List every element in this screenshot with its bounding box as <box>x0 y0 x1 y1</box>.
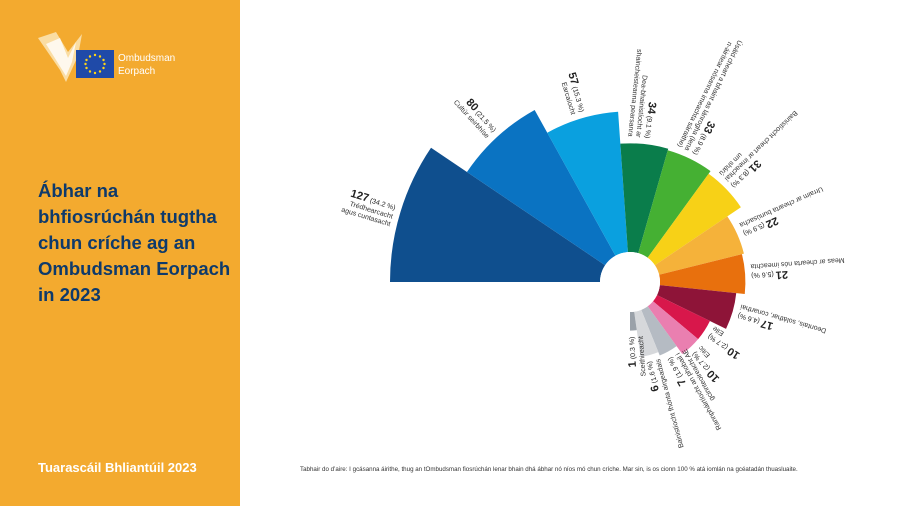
slice-value: 34 (9.1 %) <box>642 101 658 139</box>
slice-label-2: 80 (21.5 %)Cultúr seirbhíse <box>452 97 497 141</box>
slice-label-8: 21 (5.6 %)Meas ar chearta nós imeachta <box>750 256 845 283</box>
slice-label-6: 31 (8.3 %)Bainistíocht cheart ar imeacht… <box>717 109 798 189</box>
slice-category: Urraim ar chearta bunúsacha <box>738 185 824 228</box>
slice-category: Bainistíocht cheart ar imeachtaí <box>723 109 798 182</box>
slice-5 <box>638 150 711 258</box>
report-label: Tuarascáil Bhliantúil 2023 <box>38 460 197 475</box>
center-hole <box>600 252 660 312</box>
slice-category: Úsáid cheart a bhaint as lánrogha (lena <box>683 39 745 153</box>
slice-11 <box>647 301 699 354</box>
slice-7 <box>654 216 744 275</box>
slice-12 <box>641 306 677 356</box>
slice-9 <box>656 285 737 329</box>
slice-category: Sceithireacht <box>638 336 648 377</box>
slice-14 <box>630 311 637 331</box>
slice-label-5: 33 (8.9 %)Úsáid cheart a bhaint as lánro… <box>676 39 745 156</box>
slice-value: 21 (5.6 %) <box>751 268 789 283</box>
footnote: Tabhair do d’aire: I gcásanna áirithe, t… <box>300 466 798 473</box>
slice-label-4: 34 (9.1 %)Dea-bhainistíocht arshaincheis… <box>626 49 658 139</box>
page-title: Ábhar na bhfiosrúchán tugtha chun críche… <box>38 180 231 305</box>
slice-10 <box>652 295 710 340</box>
slice-value: 1 (0.3 %) <box>625 336 639 367</box>
slice-8 <box>659 254 746 295</box>
slice-3 <box>547 111 628 256</box>
eu-flag-icon <box>76 50 114 78</box>
slice-4 <box>620 143 669 254</box>
slice-label-14: 1 (0.3 %) Sceithireacht <box>625 336 648 377</box>
slice-6 <box>647 173 741 266</box>
slice-1 <box>390 147 606 282</box>
slice-label-3: 57 (15.3 %)Earcaíocht <box>560 71 585 116</box>
slice-2 <box>466 109 616 266</box>
org-name: Ombudsman Eorpach <box>118 53 176 77</box>
slice-label-9: 17 (4.6 %)Deontais, soláthar, conarthaí <box>737 303 827 334</box>
slice-13 <box>634 309 659 357</box>
slice-label-7: 22 (5.9 %)Urraim ar chearta bunúsacha <box>738 185 824 236</box>
ombudsman-logo-icon <box>38 32 114 82</box>
slice-category: Meas ar chearta nós imeachta <box>750 256 845 270</box>
left-panel: Ombudsman Eorpach Ábhar na bhfiosrúchán … <box>0 0 240 506</box>
